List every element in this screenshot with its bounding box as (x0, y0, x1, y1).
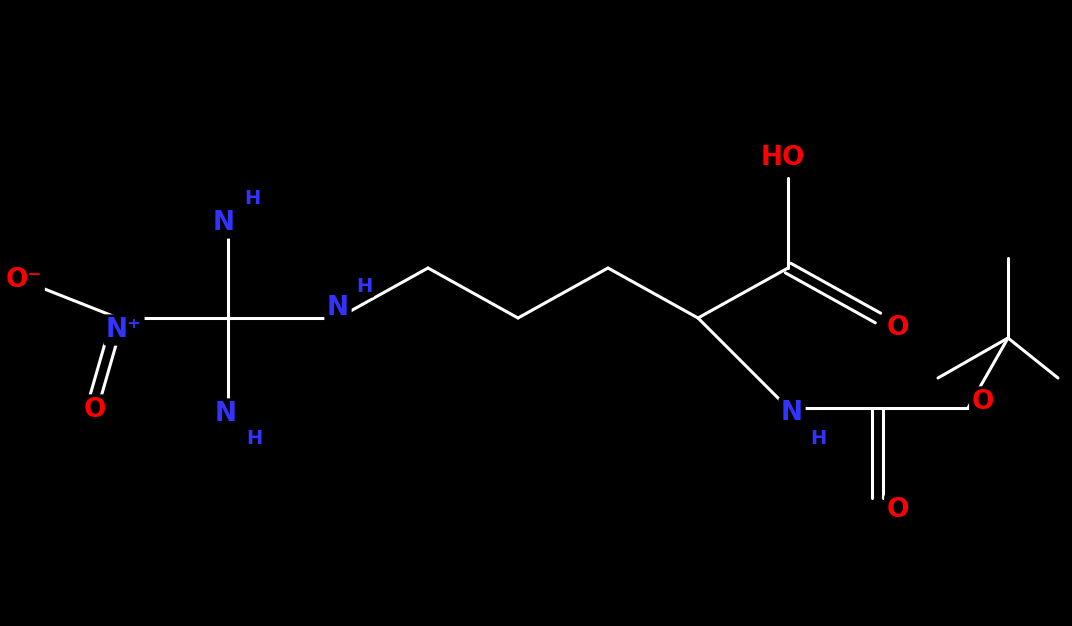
Text: O: O (887, 315, 909, 341)
Text: O: O (887, 497, 909, 523)
Text: O: O (971, 389, 994, 415)
Text: HO: HO (761, 145, 805, 171)
Text: N⁺: N⁺ (106, 317, 142, 343)
Text: N: N (781, 400, 803, 426)
Text: H: H (245, 429, 263, 448)
Text: N: N (213, 210, 235, 236)
Text: N: N (327, 295, 349, 321)
Text: O⁻: O⁻ (5, 267, 42, 293)
Text: O: O (84, 397, 106, 423)
Text: H: H (809, 429, 827, 448)
Text: N: N (215, 401, 237, 427)
Text: H: H (356, 277, 372, 295)
Text: H: H (243, 188, 260, 207)
